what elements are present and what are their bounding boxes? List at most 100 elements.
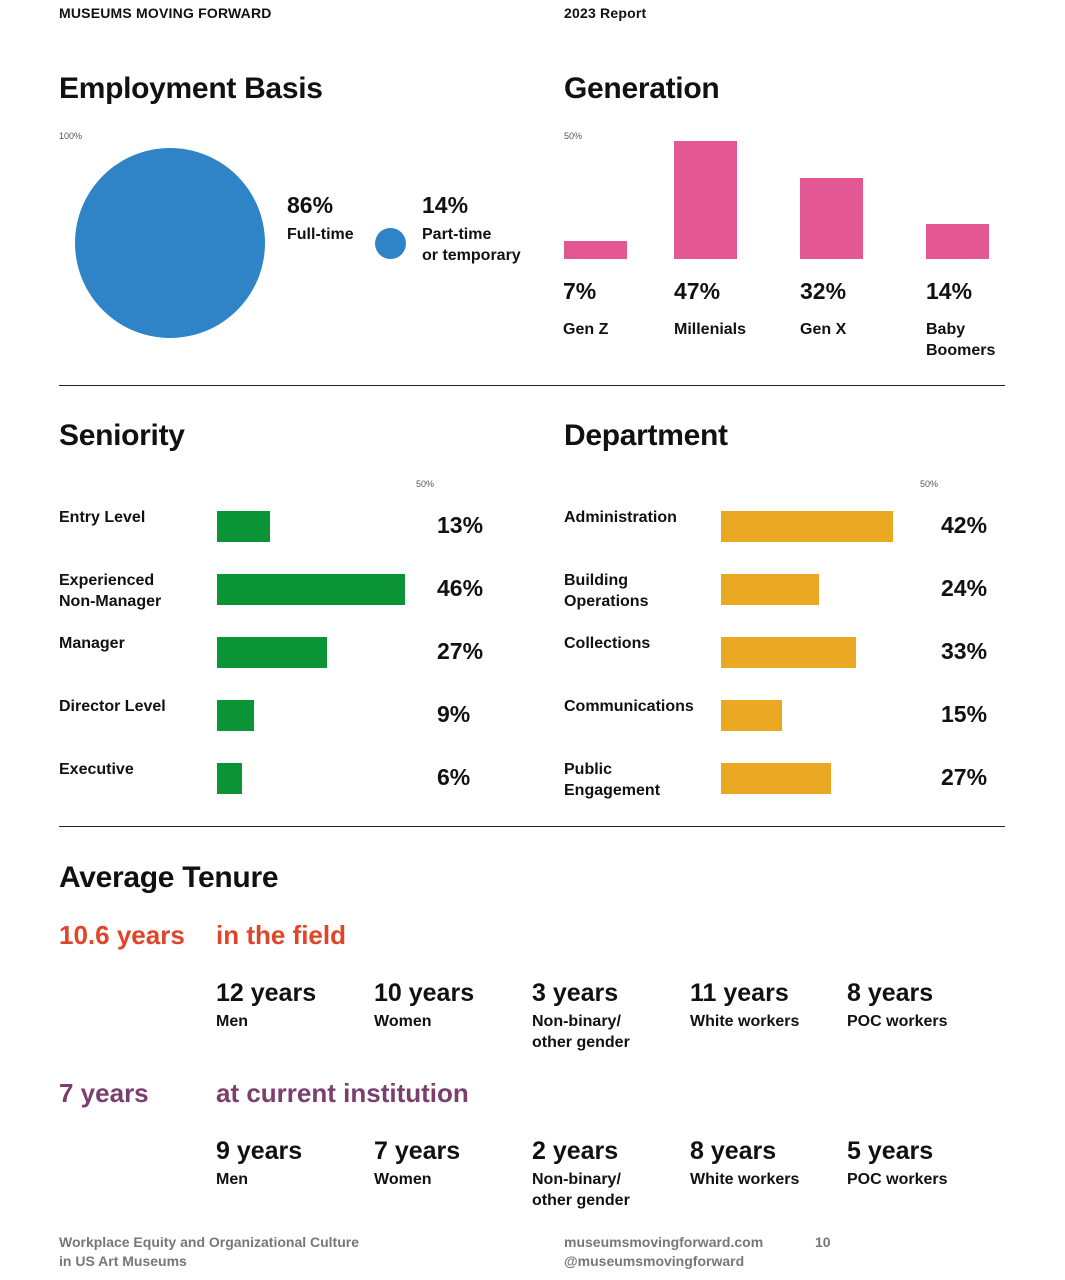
field-white-workers-value: 11 years	[690, 979, 789, 1007]
gen-x-percent: 32%	[800, 278, 847, 304]
public-engagement-label-line1: Public	[564, 761, 613, 778]
section-divider-2	[59, 826, 1005, 827]
experienced-non-manager-label: Experienced Non-Manager	[59, 570, 161, 612]
gen-z-percent: 7%	[563, 278, 597, 304]
public-engagement-label-line2: Engagement	[564, 782, 661, 799]
public-engagement-bar	[721, 763, 831, 794]
baby-boomers-label: Baby Boomers	[926, 319, 995, 361]
institution-women-value: 7 years	[374, 1137, 461, 1165]
parttime-label: Part-time or temporary	[422, 224, 521, 266]
footer-website-link[interactable]: museumsmovingforward.com	[564, 1234, 764, 1250]
institution-men-value: 9 years	[216, 1137, 303, 1165]
publication-name: MUSEUMS MOVING FORWARD	[59, 5, 272, 21]
field-tenure-label: in the field	[216, 920, 346, 950]
footer-publication: Workplace Equity and Organizational Cult…	[59, 1233, 359, 1271]
manager-label-line1: Manager	[59, 635, 125, 652]
gen-z-bar	[564, 241, 627, 259]
institution-poc-workers-value: 5 years	[847, 1137, 934, 1165]
seniority-axis-note: 50%	[416, 479, 435, 489]
institution-tenure-headline: 7 years	[59, 1078, 149, 1108]
manager-percent: 27%	[437, 638, 484, 664]
field-non-binary-other-gender-label-line2: other gender	[532, 1034, 630, 1051]
institution-tenure-label: at current institution	[216, 1078, 469, 1108]
employment-basis-title: Employment Basis	[59, 72, 323, 105]
field-women-label: Women	[374, 1011, 431, 1032]
gen-x-bar	[800, 178, 863, 259]
administration-label-line1: Administration	[564, 509, 677, 526]
administration-label: Administration	[564, 507, 677, 528]
field-non-binary-other-gender-label: Non-binary/other gender	[532, 1011, 630, 1053]
institution-poc-workers-label-line1: POC workers	[847, 1171, 948, 1188]
average-tenure-title: Average Tenure	[59, 861, 279, 894]
field-non-binary-other-gender-value: 3 years	[532, 979, 619, 1007]
experienced-non-manager-label-line1: Experienced	[59, 572, 155, 589]
footer-publication-line1: Workplace Equity and Organizational Cult…	[59, 1234, 360, 1250]
institution-non-binary-other-gender-value: 2 years	[532, 1137, 619, 1165]
executive-percent: 6%	[437, 764, 471, 790]
entry-level-bar	[217, 511, 270, 542]
public-engagement-label: Public Engagement	[564, 759, 660, 801]
employment-axis-note: 100%	[59, 131, 83, 141]
institution-poc-workers-label: POC workers	[847, 1169, 947, 1190]
millenials-percent: 47%	[674, 278, 721, 304]
parttime-label-line1: Part-time	[422, 226, 492, 243]
manager-bar	[217, 637, 327, 668]
entry-level-label-line1: Entry Level	[59, 509, 146, 526]
generation-title: Generation	[564, 72, 720, 105]
gen-z-label: Gen Z	[563, 321, 609, 338]
field-poc-workers-value: 8 years	[847, 979, 934, 1007]
fulltime-circle	[75, 148, 265, 338]
communications-label-line1: Communications	[564, 698, 694, 715]
collections-label-line1: Collections	[564, 635, 651, 652]
communications-label: Communications	[564, 696, 694, 717]
field-poc-workers-label: POC workers	[847, 1011, 947, 1032]
footer-publication-line2: in US Art Museums	[59, 1253, 187, 1269]
building-operations-percent: 24%	[941, 575, 988, 601]
institution-women-label: Women	[374, 1169, 431, 1190]
public-engagement-percent: 27%	[941, 764, 988, 790]
experienced-non-manager-label-line2: Non-Manager	[59, 593, 162, 610]
institution-non-binary-other-gender-label-line1: Non-binary/	[532, 1171, 621, 1188]
field-men-value: 12 years	[216, 979, 317, 1007]
executive-label: Executive	[59, 759, 134, 780]
institution-white-workers-label-line1: White workers	[690, 1171, 800, 1188]
building-operations-label-line1: Building	[564, 572, 628, 589]
communications-bar	[721, 700, 782, 731]
field-men-label: Men	[216, 1011, 248, 1032]
fulltime-percent: 86%	[287, 192, 334, 218]
executive-bar	[217, 763, 242, 794]
baby-boomers-label-line1: Baby	[926, 321, 966, 338]
communications-percent: 15%	[941, 701, 988, 727]
administration-bar	[721, 511, 893, 542]
executive-label-line1: Executive	[59, 761, 134, 778]
baby-boomers-label-line2: Boomers	[926, 342, 996, 359]
field-women-value: 10 years	[374, 979, 475, 1007]
baby-boomers-percent: 14%	[926, 278, 973, 304]
seniority-title: Seniority	[59, 419, 185, 452]
manager-label: Manager	[59, 633, 125, 654]
building-operations-bar	[721, 574, 819, 605]
footer-links: museumsmovingforward.com @museumsmovingf…	[564, 1233, 763, 1271]
field-non-binary-other-gender-label-line1: Non-binary/	[532, 1013, 621, 1030]
baby-boomers-bar	[926, 224, 989, 259]
director-level-percent: 9%	[437, 701, 471, 727]
institution-white-workers-label: White workers	[690, 1169, 799, 1190]
director-level-bar	[217, 700, 254, 731]
institution-men-label-line1: Men	[216, 1171, 248, 1188]
page-number: 10	[815, 1234, 831, 1250]
gen-x-label: Gen X	[800, 321, 847, 338]
fulltime-label: Full-time	[287, 226, 354, 243]
report-year: 2023 Report	[564, 5, 647, 21]
field-tenure-headline: 10.6 years	[59, 920, 185, 950]
field-men-label-line1: Men	[216, 1013, 248, 1030]
parttime-percent: 14%	[422, 192, 469, 218]
field-white-workers-label: White workers	[690, 1011, 799, 1032]
footer-social-handle[interactable]: @museumsmovingforward	[564, 1253, 745, 1269]
director-level-label-line1: Director Level	[59, 698, 166, 715]
parttime-circle	[375, 228, 406, 259]
department-title: Department	[564, 419, 728, 452]
millenials-bar	[674, 141, 737, 259]
parttime-label-line2: or temporary	[422, 247, 521, 264]
entry-level-label: Entry Level	[59, 507, 145, 528]
millenials-label: Millenials	[674, 321, 747, 338]
